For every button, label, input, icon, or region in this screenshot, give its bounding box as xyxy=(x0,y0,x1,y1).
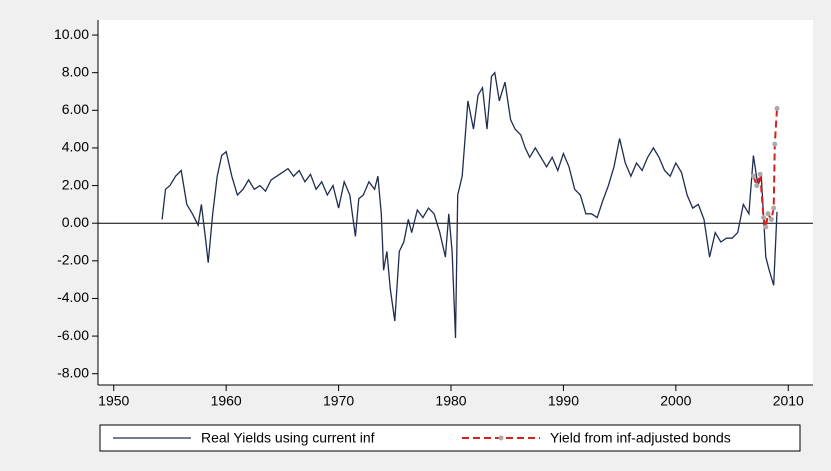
series-line xyxy=(752,108,778,228)
x-tick-label: 1980 xyxy=(435,393,466,409)
x-tick-label: 1990 xyxy=(548,393,579,409)
y-tick-label: -2.00 xyxy=(57,252,89,268)
y-tick-label: -6.00 xyxy=(57,327,89,343)
y-tick-label: -4.00 xyxy=(57,289,89,305)
marker xyxy=(771,205,777,211)
y-tick-label: -8.00 xyxy=(57,364,89,380)
marker xyxy=(757,171,763,177)
marker xyxy=(750,173,756,179)
marker xyxy=(765,211,771,217)
x-tick-label: 1970 xyxy=(323,393,354,409)
y-tick-label: 8.00 xyxy=(62,63,89,79)
y-tick-label: 4.00 xyxy=(62,139,89,155)
marker xyxy=(754,183,760,189)
y-tick-label: 2.00 xyxy=(62,176,89,192)
legend-label: Real Yields using current inf xyxy=(201,430,375,446)
x-tick-label: 1950 xyxy=(98,393,129,409)
marker xyxy=(772,141,778,147)
series-line xyxy=(161,71,778,339)
x-tick-label: 2010 xyxy=(773,393,804,409)
marker xyxy=(768,216,774,222)
y-tick-label: 10.00 xyxy=(54,26,89,42)
x-tick-label: 2000 xyxy=(660,393,691,409)
legend-marker xyxy=(498,435,504,441)
x-tick-label: 1960 xyxy=(211,393,242,409)
legend-label: Yield from inf-adjusted bonds xyxy=(550,430,731,446)
marker xyxy=(761,215,767,221)
y-tick-label: 6.00 xyxy=(62,101,89,117)
marker xyxy=(774,105,780,111)
legend xyxy=(99,424,801,452)
marker xyxy=(763,224,769,230)
y-tick-label: 0.00 xyxy=(62,214,89,230)
